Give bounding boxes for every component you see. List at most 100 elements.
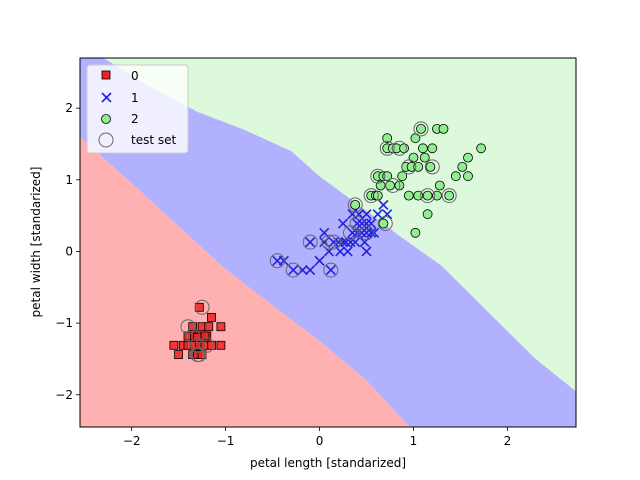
point-class-2 xyxy=(397,171,408,182)
point-class-2 xyxy=(425,161,436,172)
x-tick-label: 0 xyxy=(316,434,324,448)
point-class-1 xyxy=(372,209,383,220)
x-marker-stroke xyxy=(368,227,380,238)
point-class-2 xyxy=(419,152,430,163)
point-class-2 xyxy=(438,123,449,134)
test-set-ring xyxy=(370,168,386,184)
point-class-1 xyxy=(378,199,389,210)
point-class-1 xyxy=(305,237,316,248)
point-class-1 xyxy=(314,255,325,266)
test-set-ring xyxy=(379,140,395,156)
point-class-1 xyxy=(337,218,349,229)
point-class-2 xyxy=(434,180,445,191)
point-class-0 xyxy=(188,322,198,332)
legend: 0 1 2 test set xyxy=(86,64,189,154)
x-marker-stroke xyxy=(382,209,393,220)
test-set-ring xyxy=(413,121,429,137)
test-set-ring xyxy=(185,328,201,344)
region-class-0 xyxy=(80,136,410,427)
test-set-ring xyxy=(391,140,407,156)
decision-regions xyxy=(80,58,576,427)
point-class-2 xyxy=(427,143,438,154)
test-set-ring xyxy=(194,299,210,315)
point-class-2 xyxy=(450,171,461,182)
test-set-ring xyxy=(424,159,440,175)
x-marker-stroke xyxy=(342,246,353,257)
x-axis-ticks: −2 −1 0 1 2 xyxy=(123,427,511,448)
y-tick-label: −2 xyxy=(55,388,73,402)
x-marker-stroke xyxy=(356,227,367,238)
x-axis-label: petal length [standarized] xyxy=(250,456,406,470)
point-class-1 xyxy=(361,209,372,220)
x-marker-stroke xyxy=(337,218,349,229)
x-marker-stroke xyxy=(366,227,377,238)
x-marker-stroke xyxy=(372,209,383,220)
y-tick-label: 2 xyxy=(65,101,73,115)
point-class-1 xyxy=(359,237,370,248)
test-set-ring xyxy=(302,234,318,250)
point-class-0 xyxy=(204,322,214,332)
test-set-ring xyxy=(321,234,337,250)
point-class-2 xyxy=(403,190,414,201)
x-marker-stroke xyxy=(325,265,336,276)
point-class-1 xyxy=(382,209,393,220)
point-class-0 xyxy=(200,331,210,341)
legend-square-marker xyxy=(101,70,111,80)
point-class-0 xyxy=(216,322,226,332)
point-class-2 xyxy=(463,171,473,182)
legend-test-set-marker xyxy=(98,132,114,148)
x-marker-stroke xyxy=(361,246,372,257)
legend-label-test-set: test set xyxy=(131,133,176,147)
y-axis-label: petal width [standarized] xyxy=(29,167,43,318)
point-class-1 xyxy=(366,227,377,238)
region-class-2 xyxy=(103,58,576,392)
legend-label-1: 1 xyxy=(131,91,139,105)
y-tick-label: −1 xyxy=(55,316,73,330)
test-set-ring xyxy=(363,188,379,204)
test-set-ring xyxy=(326,234,342,250)
test-set-ring xyxy=(420,188,436,204)
x-marker-stroke xyxy=(356,218,367,229)
test-set-ring xyxy=(180,319,196,335)
x-marker-stroke xyxy=(314,255,325,266)
point-class-2 xyxy=(422,190,433,201)
x-marker-stroke xyxy=(305,237,316,248)
legend-box xyxy=(86,64,189,154)
point-class-0 xyxy=(194,302,204,312)
point-class-2 xyxy=(410,227,421,238)
legend-x-marker xyxy=(101,92,112,103)
y-axis-ticks: −2 −1 0 1 2 xyxy=(55,101,80,402)
point-class-2 xyxy=(457,161,468,172)
legend-label-2: 2 xyxy=(131,112,139,126)
x-tick-label: −2 xyxy=(123,434,141,448)
x-marker-stroke xyxy=(361,227,372,238)
test-set-ring xyxy=(401,159,417,175)
point-class-2 xyxy=(422,209,433,220)
point-class-2 xyxy=(476,143,487,154)
x-marker-stroke xyxy=(350,237,361,248)
point-class-0 xyxy=(207,312,216,322)
point-class-1 xyxy=(342,246,353,257)
x-tick-label: 2 xyxy=(504,434,512,448)
x-marker-stroke xyxy=(288,265,299,276)
x-tick-label: −1 xyxy=(217,434,235,448)
point-class-2 xyxy=(382,133,393,144)
point-class-2 xyxy=(350,199,361,210)
point-class-1 xyxy=(319,227,330,238)
point-class-1 xyxy=(328,237,339,248)
point-class-0 xyxy=(207,340,216,350)
point-class-2 xyxy=(408,152,419,163)
point-class-1 xyxy=(288,265,299,276)
test-set-markers xyxy=(180,121,457,363)
point-class-2 xyxy=(399,143,410,154)
point-class-1 xyxy=(325,265,336,276)
x-marker-stroke xyxy=(378,199,389,210)
test-set-ring xyxy=(359,225,374,241)
point-class-1 xyxy=(356,218,367,229)
test-set-ring xyxy=(323,262,339,278)
point-class-0 xyxy=(192,332,202,342)
test-set-ring xyxy=(385,178,401,193)
point-class-2 xyxy=(378,218,389,229)
legend-label-0: 0 xyxy=(131,69,139,83)
test-set-ring xyxy=(269,253,285,269)
